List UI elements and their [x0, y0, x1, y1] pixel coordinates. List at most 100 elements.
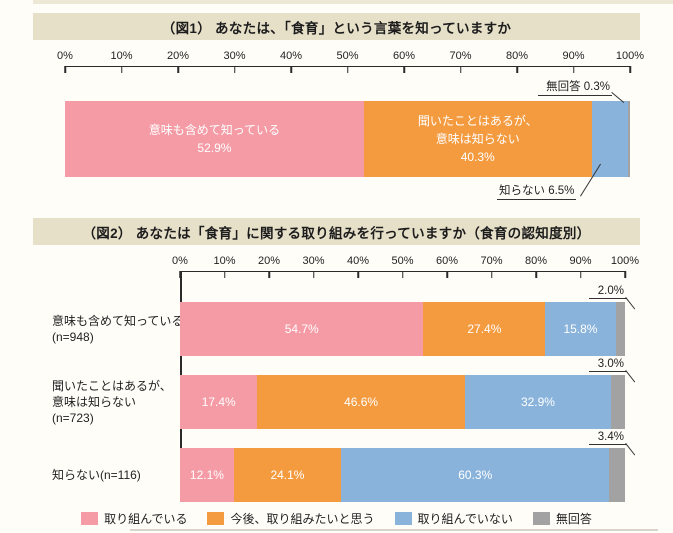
axis-tick [64, 66, 66, 73]
fig2-segment-blue: 32.9% [464, 375, 612, 429]
axis-tick-label: 30% [302, 255, 325, 267]
axis-tick-label: 0% [57, 50, 73, 62]
axis-tick [223, 271, 226, 278]
fig2-annotation-line [625, 443, 636, 456]
axis-tick-label: 100% [615, 50, 645, 62]
fig2-annotation-line [625, 370, 636, 383]
legend-label: 今後、取り組みたいと思う [230, 512, 375, 526]
axis-tick [629, 66, 631, 73]
legend-item: 今後、取り組みたいと思う [207, 510, 375, 527]
category-label-line: 聞いたことはあるが、 [52, 379, 172, 393]
fig2-segment-orange: 27.4% [423, 302, 546, 356]
axis-tick-label: 10% [110, 50, 133, 62]
axis-tick-label: 80% [505, 50, 529, 62]
axis-tick [459, 66, 462, 73]
fig2-segment-blue: 15.8% [545, 302, 616, 356]
axis-tick [516, 66, 518, 73]
category-label-line: (n=948) [52, 330, 94, 344]
legend-swatch-orange [207, 512, 225, 525]
figure1-callout-no-answer: 無回答 0.3% [538, 78, 612, 96]
axis-tick [357, 271, 359, 278]
axis-tick-label: 60% [392, 50, 416, 62]
legend-label: 取り組んでいる [104, 512, 188, 526]
fig2-segment-pink: 54.7% [180, 302, 424, 356]
legend-label: 取り組んでいない [417, 512, 513, 526]
fig2-segment-pink: 17.4% [180, 375, 258, 429]
fig2-no-answer-annotation: 3.4% [588, 431, 627, 445]
fig2-stacked-bar: 12.1% 24.1% 60.3% [180, 448, 625, 502]
axis-tick-label: 10% [213, 255, 236, 267]
figure1-callout-dont-know: 知らない 6.5% [497, 182, 577, 200]
axis-tick-label: 0% [172, 255, 188, 267]
axis-tick [401, 271, 404, 278]
axis-tick [490, 271, 493, 278]
fig2-no-answer-annotation: 2.0% [588, 285, 627, 299]
fig1-segment-gray [628, 101, 630, 177]
axis-tick-label: 70% [480, 255, 503, 267]
figure2-legend: 取り組んでいる 今後、取り組みたいと思う 取り組んでいない 無回答 [0, 510, 673, 527]
axis-tick-label: 50% [391, 255, 414, 267]
category-label-line: 知らない(n=116) [52, 468, 141, 482]
fig1-segment-pink: 意味も含めて知っている 52.9% [65, 101, 364, 177]
fig2-category-label: 知らない(n=116) [52, 448, 176, 502]
cropped-footer-strip [130, 529, 658, 531]
segment-value: 52.9% [197, 141, 232, 155]
fig2-category-label: 意味も含めて知っている (n=948) [52, 302, 184, 356]
axis-tick [624, 271, 626, 278]
figure2-category-labels: 意味も含めて知っている (n=948) 聞いたことはあるが、 意味は知らない (n=72… [52, 302, 184, 521]
axis-tick [120, 66, 123, 73]
axis-tick-label: 90% [569, 255, 592, 267]
category-label-line: 意味も含めて知っている [52, 314, 184, 328]
axis-tick-label: 20% [166, 50, 190, 62]
axis-tick [346, 66, 349, 73]
axis-tick-label: 20% [257, 255, 281, 267]
fig2-segment-gray [615, 302, 625, 356]
segment-value: 40.3% [460, 150, 495, 164]
segment-label: 意味は知らない [435, 132, 520, 146]
figure2-bar-rows: 54.7% 27.4% 15.8% 2.0% 17.4% 46.6% 32.9% 3.0% 12… [180, 285, 636, 521]
legend-item: 無回答 [532, 510, 592, 527]
figure1-axis: 0% 10% 20% 30% 40% 50% 60% 70% 80% 90% 100% [57, 50, 644, 76]
axis-tick [268, 271, 270, 278]
fig2-segment-gray [609, 448, 625, 502]
segment-value: 46.6% [344, 395, 379, 409]
fig2-category-label: 聞いたことはあるが、 意味は知らない (n=723) [52, 375, 176, 429]
legend-swatch-pink [81, 512, 99, 525]
figure2-axis: 0% 10% 20% 30% 40% 50% 60% 70% 80% 90% 100% [172, 255, 639, 281]
axis-tick-label: 30% [223, 50, 246, 62]
fig2-segment-gray [611, 375, 625, 429]
segment-value: 12.1% [189, 468, 224, 482]
axis-tick-label: 60% [435, 255, 459, 267]
fig2-no-answer-annotation: 3.0% [588, 358, 627, 372]
axis-tick [312, 271, 315, 278]
fig1-segment-blue [591, 101, 629, 177]
axis-tick [177, 66, 179, 73]
segment-value: 32.9% [520, 395, 555, 409]
cropped-header-strip [33, 0, 673, 4]
axis-tick-label: 40% [346, 255, 370, 267]
segment-value: 27.4% [467, 322, 502, 336]
axis-tick-label: 90% [562, 50, 585, 62]
fig1-segment-orange: 聞いたことはあるが、 意味は知らない 40.3% [363, 101, 592, 177]
fig2-bar-row: 17.4% 46.6% 32.9% 3.0% [180, 358, 636, 429]
segment-value: 60.3% [458, 468, 493, 482]
segment-label: 意味も含めて知っている [148, 123, 281, 137]
segment-value: 54.7% [284, 322, 319, 336]
axis-tick-label: 70% [449, 50, 472, 62]
figure1-stacked-bar: 無回答 0.3% 知らない 6.5% 意味も含めて知っている 52.9% 聞いたこと… [65, 81, 630, 200]
segment-value: 15.8% [563, 322, 598, 336]
axis-tick-label: 40% [279, 50, 303, 62]
segment-value: 24.1% [270, 468, 305, 482]
segment-label: 聞いたことはあるが、 [417, 114, 538, 128]
axis-tick [572, 66, 575, 73]
legend-label: 無回答 [555, 512, 592, 526]
axis-tick [535, 271, 537, 278]
fig2-stacked-bar: 17.4% 46.6% 32.9% [180, 375, 625, 429]
axis-tick [233, 66, 236, 73]
legend-item: 取り組んでいない [394, 510, 513, 527]
axis-tick [290, 66, 292, 73]
fig2-bar-row: 54.7% 27.4% 15.8% 2.0% [180, 285, 636, 356]
legend-item: 取り組んでいる [81, 510, 187, 527]
legend-swatch-gray [532, 512, 550, 525]
axis-tick-label: 50% [336, 50, 359, 62]
